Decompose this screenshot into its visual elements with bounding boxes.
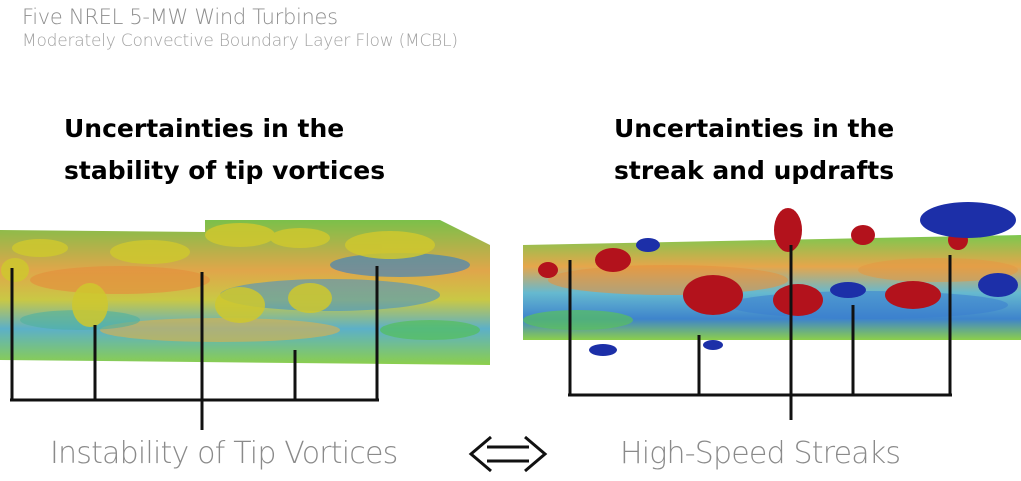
right-annotation-box: Uncertainties in the streak and updrafts: [598, 108, 944, 200]
left-annotation-box: Uncertainties in the stability of tip vo…: [52, 108, 424, 200]
right-bracket: [568, 245, 952, 420]
right-flow-slab: [523, 235, 1021, 340]
high-speed-streak-simulation-image: [523, 202, 1021, 420]
right-annotation-line-2: streak and updrafts: [614, 156, 895, 185]
double-headed-arrow-icon: [468, 435, 548, 473]
tip-vortex-simulation-image: [0, 220, 490, 430]
right-caption: High-Speed Streaks: [620, 436, 901, 471]
left-annotation-line-2: stability of tip vortices: [64, 156, 386, 185]
video-subtitle: Moderately Convective Boundary Layer Flo…: [22, 31, 458, 51]
right-annotation-line-1: Uncertainties in the: [614, 114, 895, 143]
left-bracket: [10, 266, 379, 430]
tip-vortex-isosurfaces: [1, 223, 435, 327]
left-caption: Instability of Tip Vortices: [50, 436, 398, 471]
negative-velocity-structures: [589, 202, 1018, 356]
video-title: Five NREL 5-MW Wind Turbines: [22, 5, 338, 29]
left-annotation-line-1: Uncertainties in the: [64, 114, 345, 143]
